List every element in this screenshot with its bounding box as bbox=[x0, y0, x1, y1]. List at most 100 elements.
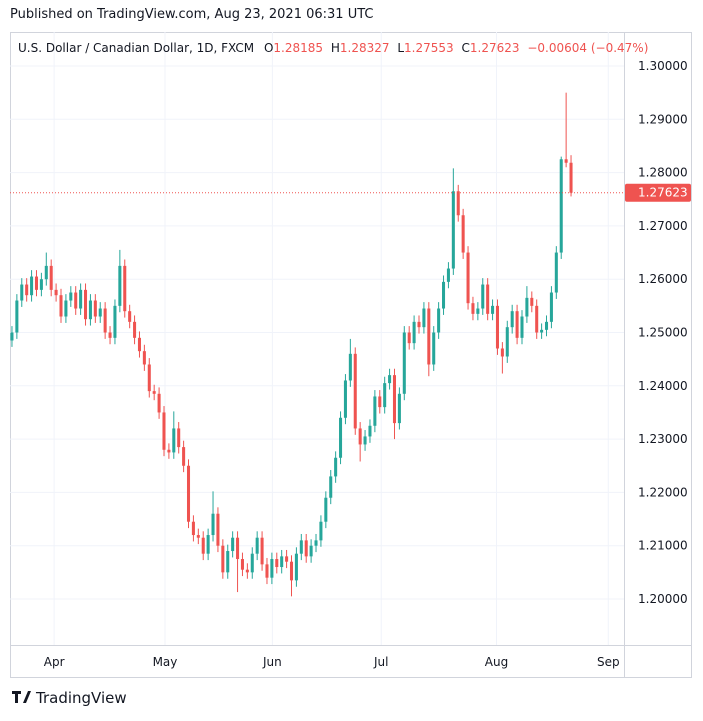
candle-body bbox=[495, 305, 499, 349]
x-tick-label: Jul bbox=[373, 655, 388, 669]
candle-body bbox=[172, 428, 176, 453]
candle-body bbox=[427, 308, 431, 365]
candle-body bbox=[304, 540, 308, 557]
candle-body bbox=[388, 375, 392, 384]
y-tick-label: 1.25000 bbox=[638, 326, 688, 340]
candle-body bbox=[525, 297, 529, 317]
candle-body bbox=[451, 191, 455, 269]
candle-body bbox=[270, 559, 274, 578]
candle-body bbox=[334, 457, 338, 477]
candle-body bbox=[535, 305, 539, 333]
x-tick-label: May bbox=[153, 655, 178, 669]
candle-body bbox=[358, 428, 362, 445]
candle-body bbox=[64, 300, 68, 317]
legend-label: O bbox=[264, 41, 273, 55]
y-tick-label: 1.24000 bbox=[638, 379, 688, 393]
candle-body bbox=[373, 396, 377, 426]
candle-body bbox=[49, 265, 53, 290]
candle-body bbox=[226, 551, 230, 573]
legend: U.S. Dollar / Canadian Dollar, 1D, FXCM … bbox=[18, 41, 648, 55]
candle-body bbox=[250, 553, 254, 573]
candle-body bbox=[30, 276, 34, 296]
candle-body bbox=[137, 337, 141, 352]
candle-body bbox=[280, 556, 284, 568]
candle-body bbox=[314, 540, 318, 546]
candle-body bbox=[510, 311, 514, 328]
candle-body bbox=[397, 393, 401, 424]
last-price-label: 1.27623 bbox=[638, 186, 688, 200]
legend-value: 1.28185 bbox=[273, 41, 323, 55]
candle-body bbox=[39, 279, 43, 290]
candle-body bbox=[93, 300, 97, 317]
candle-body bbox=[275, 559, 279, 568]
candle-body bbox=[113, 305, 117, 338]
candle-body bbox=[84, 289, 88, 320]
candle-body bbox=[133, 321, 137, 338]
candle-body bbox=[353, 353, 357, 429]
candle-body bbox=[118, 265, 122, 306]
y-tick-label: 1.22000 bbox=[638, 485, 688, 499]
brand: TradingView bbox=[35, 689, 127, 707]
candle-body bbox=[383, 383, 387, 408]
candle-body bbox=[432, 332, 436, 365]
candle-body bbox=[339, 417, 343, 458]
legend-label: C bbox=[461, 41, 469, 55]
candle-body bbox=[240, 559, 244, 570]
candles bbox=[10, 92, 573, 597]
candle-body bbox=[191, 521, 195, 536]
candle-body bbox=[461, 215, 465, 253]
candle-body bbox=[206, 535, 210, 554]
candle-body bbox=[402, 332, 406, 394]
candle-body bbox=[245, 569, 249, 573]
candle-body bbox=[285, 556, 289, 562]
candle-body bbox=[549, 292, 553, 322]
legend-change-pct: (−0.47%) bbox=[591, 41, 649, 55]
symbol-title: U.S. Dollar / Canadian Dollar, 1D, FXCM bbox=[18, 41, 254, 55]
candle-body bbox=[412, 321, 416, 344]
legend-change: −0.00604 bbox=[527, 41, 587, 55]
candle-body bbox=[69, 292, 73, 301]
candle-body bbox=[103, 308, 107, 333]
candle-body bbox=[79, 289, 83, 309]
candle-body bbox=[378, 396, 382, 408]
candle-body bbox=[446, 268, 450, 282]
candle-body bbox=[20, 284, 24, 301]
candle-body bbox=[236, 537, 240, 560]
candle-body bbox=[167, 449, 171, 453]
candle-body bbox=[289, 561, 294, 581]
y-tick-label: 1.30000 bbox=[638, 59, 688, 73]
candle-body bbox=[471, 303, 475, 314]
candle-body bbox=[466, 252, 470, 304]
candle-body bbox=[157, 393, 161, 413]
legend-value: 1.28327 bbox=[340, 41, 390, 55]
x-tick-label: Jun bbox=[262, 655, 282, 669]
candle-body bbox=[162, 412, 166, 450]
candle-body bbox=[294, 553, 298, 581]
candle-body bbox=[186, 465, 191, 522]
published-note: Published on TradingView.com, Aug 23, 20… bbox=[10, 7, 373, 22]
candle-body bbox=[363, 436, 367, 445]
candle-body bbox=[74, 292, 78, 309]
candle-body bbox=[544, 321, 549, 330]
y-tick-label: 1.27000 bbox=[638, 219, 688, 233]
y-tick-label: 1.20000 bbox=[638, 592, 688, 606]
legend-label: H bbox=[331, 41, 340, 55]
candle-body bbox=[44, 265, 48, 280]
candle-body bbox=[54, 289, 58, 296]
candle-body bbox=[59, 295, 63, 317]
candle-body bbox=[231, 537, 235, 552]
candle-body bbox=[128, 311, 132, 322]
candle-body bbox=[10, 332, 14, 341]
y-tick-label: 1.21000 bbox=[638, 539, 688, 553]
y-tick-label: 1.29000 bbox=[638, 112, 688, 126]
candle-body bbox=[123, 265, 127, 312]
candle-body bbox=[456, 191, 460, 216]
last-price-tag bbox=[625, 183, 691, 202]
candle-body bbox=[147, 364, 151, 392]
candle-body bbox=[201, 537, 205, 554]
candle-body bbox=[319, 521, 323, 541]
candle-body bbox=[540, 329, 544, 333]
candle-body bbox=[177, 428, 181, 448]
candle-body bbox=[564, 159, 568, 163]
y-tick-label: 1.26000 bbox=[638, 272, 688, 286]
